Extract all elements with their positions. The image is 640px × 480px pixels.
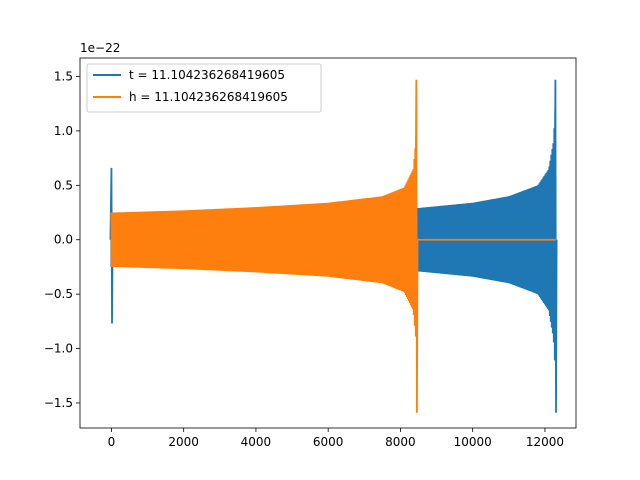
x-tick-label: 10000 — [454, 435, 492, 449]
legend-label-t: t = 11.104236268419605 — [129, 68, 285, 82]
x-tick-label: 6000 — [313, 435, 344, 449]
series-h-line — [110, 141, 417, 337]
y-tick-label: 1.0 — [54, 124, 73, 138]
y-offset-label: 1e−22 — [80, 41, 120, 55]
plot-area — [109, 79, 558, 413]
legend-box — [86, 63, 322, 113]
y-tick-label: 0.5 — [54, 178, 73, 192]
x-tick-label: 12000 — [526, 435, 564, 449]
x-tick-label: 2000 — [168, 435, 199, 449]
series-t-end-spike — [553, 79, 558, 413]
y-tick-label: −1.5 — [44, 396, 73, 410]
y-tick-label: −0.5 — [44, 287, 73, 301]
legend: t = 11.104236268419605 h = 11.1042362684… — [86, 63, 322, 113]
series-t-line — [416, 109, 556, 361]
y-tick-label: 1.5 — [54, 70, 73, 84]
x-tick-label: 8000 — [385, 435, 416, 449]
series-h-end-spike — [414, 79, 419, 413]
y-axis: 1.5 1.0 0.5 0.0 −0.5 −1.0 −1.5 — [44, 70, 80, 410]
y-tick-label: 0.0 — [54, 233, 73, 247]
y-tick-label: −1.0 — [44, 342, 73, 356]
x-tick-label: 0 — [108, 435, 116, 449]
legend-label-h: h = 11.104236268419605 — [129, 90, 288, 104]
x-axis: 0 2000 4000 6000 8000 10000 12000 — [108, 428, 564, 449]
x-tick-label: 4000 — [241, 435, 272, 449]
